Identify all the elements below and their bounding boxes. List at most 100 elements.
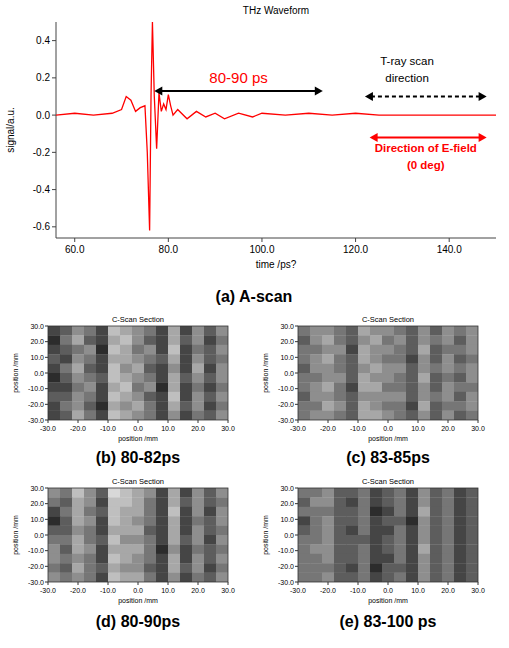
heatmap-cell — [72, 516, 84, 526]
heatmap-cell — [204, 411, 216, 420]
heatmap-cell — [192, 516, 204, 526]
heatmap-cell — [192, 373, 204, 383]
heatmap-cell — [442, 563, 454, 573]
heatmap-cell — [216, 535, 228, 545]
heatmap-cell — [60, 392, 72, 402]
heatmap-cell — [442, 497, 454, 507]
heatmap-cell — [406, 573, 418, 582]
heatmap-cell — [382, 345, 394, 355]
heatmap-cell — [322, 488, 334, 498]
y-tick — [45, 373, 48, 374]
x-tick-label: 80.0 — [159, 244, 179, 255]
arrow-head — [479, 92, 487, 101]
heatmap-cell — [120, 326, 132, 336]
heatmap-cell — [442, 411, 454, 420]
heatmap-cell — [120, 563, 132, 573]
heatmap-cell — [180, 401, 192, 411]
x-tick-label: -30.0 — [290, 425, 306, 432]
heatmap-cell — [144, 507, 156, 517]
heatmap-cell — [442, 488, 454, 498]
y-tick — [45, 503, 48, 504]
heatmap-cell — [334, 326, 346, 336]
arrow-head — [154, 86, 162, 95]
heatmap-cell — [406, 373, 418, 383]
heatmap-cell — [358, 535, 370, 545]
heatmap-cell — [394, 573, 406, 582]
x-tick — [108, 420, 109, 423]
heatmap-cell — [168, 526, 180, 536]
heatmap-cell — [334, 516, 346, 526]
y-tick-label: -0.2 — [33, 147, 51, 158]
heatmap-cell — [370, 516, 382, 526]
heatmap-cell — [60, 573, 72, 582]
heatmap-cell — [442, 573, 454, 582]
heatmap-cell — [298, 544, 310, 554]
x-tick — [448, 420, 449, 423]
heatmap-cell — [204, 382, 216, 392]
heatmap-cell — [310, 516, 322, 526]
y-axis — [56, 22, 57, 238]
y-tick — [45, 326, 48, 327]
heatmap-cell — [322, 354, 334, 364]
heatmap-cell — [156, 573, 168, 582]
heatmap-cell — [216, 326, 228, 336]
heatmap-cell — [60, 335, 72, 345]
heatmap-cell — [60, 354, 72, 364]
x-tick-label: -10.0 — [350, 425, 366, 432]
heatmap-cell — [120, 382, 132, 392]
y-tick — [45, 420, 48, 421]
heatmap-cell — [204, 516, 216, 526]
heatmap-cell — [204, 497, 216, 507]
heatmap-cell — [48, 573, 60, 582]
heatmap-cell — [334, 488, 346, 498]
panel-title: C-Scan Section — [112, 315, 164, 324]
heatmap-cell — [358, 497, 370, 507]
heatmap-cell — [370, 544, 382, 554]
x-tick-label: 20.0 — [191, 425, 205, 432]
heatmap-cell — [156, 401, 168, 411]
heatmap-cell — [132, 554, 144, 564]
heatmap-cell — [168, 345, 180, 355]
arrow-head — [365, 92, 373, 101]
heatmap-cell — [48, 497, 60, 507]
heatmap-cell — [382, 335, 394, 345]
heatmap-cell — [322, 373, 334, 383]
heatmap-cell — [48, 554, 60, 564]
panel-caption: (b) 80-82ps — [96, 449, 181, 466]
annotation-arrow — [154, 86, 323, 95]
heatmap-cell — [132, 401, 144, 411]
annotation-label: T-ray scan — [380, 55, 434, 67]
heatmap-cell — [144, 345, 156, 355]
heatmap-cell — [370, 326, 382, 336]
heatmap-cell — [418, 326, 430, 336]
heatmap-cell — [144, 326, 156, 336]
heatmap-cell — [132, 335, 144, 345]
heatmap-cell — [72, 535, 84, 545]
heatmap-cell — [466, 326, 478, 336]
y-tick — [45, 582, 48, 583]
heatmap-cell — [322, 497, 334, 507]
heatmap-cell — [298, 573, 310, 582]
heatmap-cell — [72, 392, 84, 402]
heatmap-cell — [156, 345, 168, 355]
arrow-head — [479, 133, 487, 142]
x-tick-label: -30.0 — [40, 587, 56, 594]
heatmap-cell — [180, 544, 192, 554]
heatmap-cell — [168, 507, 180, 517]
heatmap-cell — [216, 526, 228, 536]
heatmap-cell — [298, 345, 310, 355]
heatmap-cell — [48, 345, 60, 355]
x-tick — [358, 582, 359, 585]
heatmap-cell — [48, 544, 60, 554]
heatmap-cell — [454, 411, 466, 420]
heatmap-cell — [406, 401, 418, 411]
heatmap-cell — [358, 401, 370, 411]
x-tick — [78, 582, 79, 585]
heatmap-cell — [96, 382, 108, 392]
heatmap-cell — [84, 573, 96, 582]
heatmap-cell — [144, 392, 156, 402]
heatmap-cell — [370, 373, 382, 383]
x-tick — [448, 582, 449, 585]
heatmap-cell — [168, 392, 180, 402]
y-tick — [45, 341, 48, 342]
